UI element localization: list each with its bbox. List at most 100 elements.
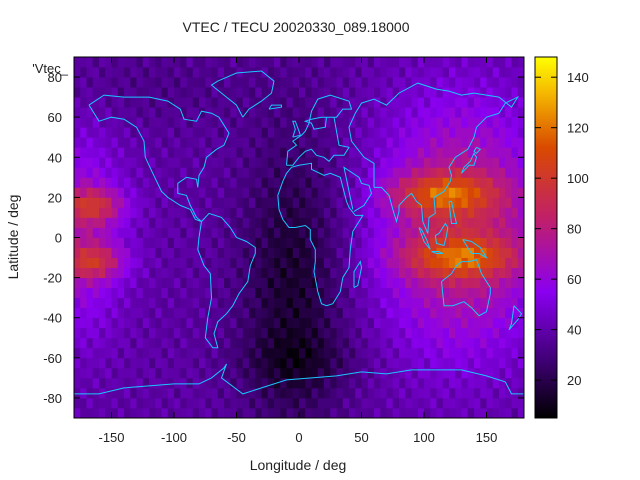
heatmap-cell (286, 397, 294, 409)
heatmap-cell (511, 57, 519, 68)
heatmap-cell (349, 407, 356, 418)
heatmap-cell (105, 387, 112, 399)
heatmap-cell (417, 177, 425, 188)
heatmap-cell (430, 207, 437, 218)
heatmap-cell (424, 377, 431, 389)
heatmap-cell (499, 277, 506, 289)
heatmap-cell (380, 337, 387, 349)
heatmap-cell (92, 247, 100, 258)
heatmap-cell (411, 207, 419, 218)
heatmap-cell (386, 317, 394, 329)
heatmap-cell (467, 277, 475, 289)
heatmap-cell (274, 107, 281, 118)
heatmap-cell (217, 97, 225, 108)
heatmap-cell (374, 177, 381, 188)
heatmap-cell (236, 57, 244, 68)
heatmap-cell (386, 287, 394, 299)
heatmap-cell (361, 277, 369, 289)
heatmap-cell (86, 277, 94, 289)
heatmap-cell (249, 257, 256, 268)
heatmap-cell (324, 247, 331, 258)
heatmap-cell (399, 357, 406, 369)
heatmap-cell (292, 157, 300, 168)
heatmap-cell (217, 137, 225, 148)
heatmap-cell (286, 267, 294, 279)
heatmap-cell (467, 207, 475, 218)
heatmap-cell (180, 287, 187, 299)
heatmap-cell (292, 67, 300, 78)
heatmap-cell (436, 407, 444, 418)
heatmap-cell (324, 167, 331, 178)
heatmap-cell (86, 197, 94, 208)
heatmap-cell (211, 327, 219, 339)
heatmap-cell (180, 157, 187, 168)
heatmap-cell (86, 107, 94, 118)
heatmap-cell (299, 377, 306, 389)
heatmap-cell (99, 357, 106, 369)
heatmap-cell (355, 247, 362, 258)
heatmap-cell (274, 237, 281, 248)
heatmap-cell (111, 77, 119, 88)
heatmap-cell (117, 337, 125, 349)
heatmap-cell (430, 287, 437, 299)
heatmap-cell (111, 87, 119, 98)
heatmap-cell (242, 397, 250, 409)
heatmap-cell (261, 377, 269, 389)
heatmap-cell (455, 187, 462, 198)
heatmap-cell (274, 327, 281, 339)
heatmap-cell (217, 147, 225, 158)
heatmap-cell (205, 257, 212, 268)
heatmap-cell (336, 367, 344, 379)
heatmap-cell (217, 317, 225, 329)
heatmap-cell (355, 157, 362, 168)
heatmap-cell (399, 197, 406, 208)
heatmap-cell (380, 217, 387, 228)
heatmap-cell (149, 377, 156, 389)
heatmap-cell (149, 187, 156, 198)
heatmap-cell (399, 177, 406, 188)
heatmap-cell (311, 277, 319, 289)
heatmap-cell (211, 347, 219, 359)
heatmap-cell (386, 407, 394, 418)
heatmap-cell (374, 107, 381, 118)
colorbar-tick-label: 40 (567, 323, 581, 338)
heatmap-cell (286, 87, 294, 98)
heatmap-cell (461, 347, 469, 359)
heatmap-cell (261, 257, 269, 268)
heatmap-cell (199, 267, 206, 279)
heatmap-cell (111, 107, 119, 118)
heatmap-cell (211, 397, 219, 409)
heatmap-cell (224, 247, 231, 258)
heatmap-cell (349, 127, 356, 138)
heatmap-cell (267, 97, 275, 108)
heatmap-cell (392, 177, 400, 188)
heatmap-cell (255, 77, 262, 88)
heatmap-cell (217, 227, 225, 238)
heatmap-cell (330, 407, 337, 418)
heatmap-cell (230, 107, 237, 118)
heatmap-cell (330, 167, 337, 178)
heatmap-cell (167, 157, 175, 168)
heatmap-cell (317, 157, 325, 168)
heatmap-cell (199, 167, 206, 178)
heatmap-cell (242, 197, 250, 208)
heatmap-cell (105, 87, 112, 98)
heatmap-cell (361, 87, 369, 98)
heatmap-cell (286, 227, 294, 238)
heatmap-cell (492, 127, 500, 138)
heatmap-cell (117, 207, 125, 218)
heatmap-cell (405, 117, 412, 128)
heatmap-cell (255, 227, 262, 238)
heatmap-cell (424, 217, 431, 228)
heatmap-cell (92, 367, 100, 379)
heatmap-cell (386, 147, 394, 158)
heatmap-cell (99, 207, 106, 218)
heatmap-cell (124, 377, 131, 389)
heatmap-cell (224, 377, 231, 389)
heatmap-cell (292, 227, 300, 238)
heatmap-cell (217, 237, 225, 248)
heatmap-cell (167, 217, 175, 228)
heatmap-cell (205, 177, 212, 188)
heatmap-cell (474, 307, 481, 319)
heatmap-cell (167, 367, 175, 379)
